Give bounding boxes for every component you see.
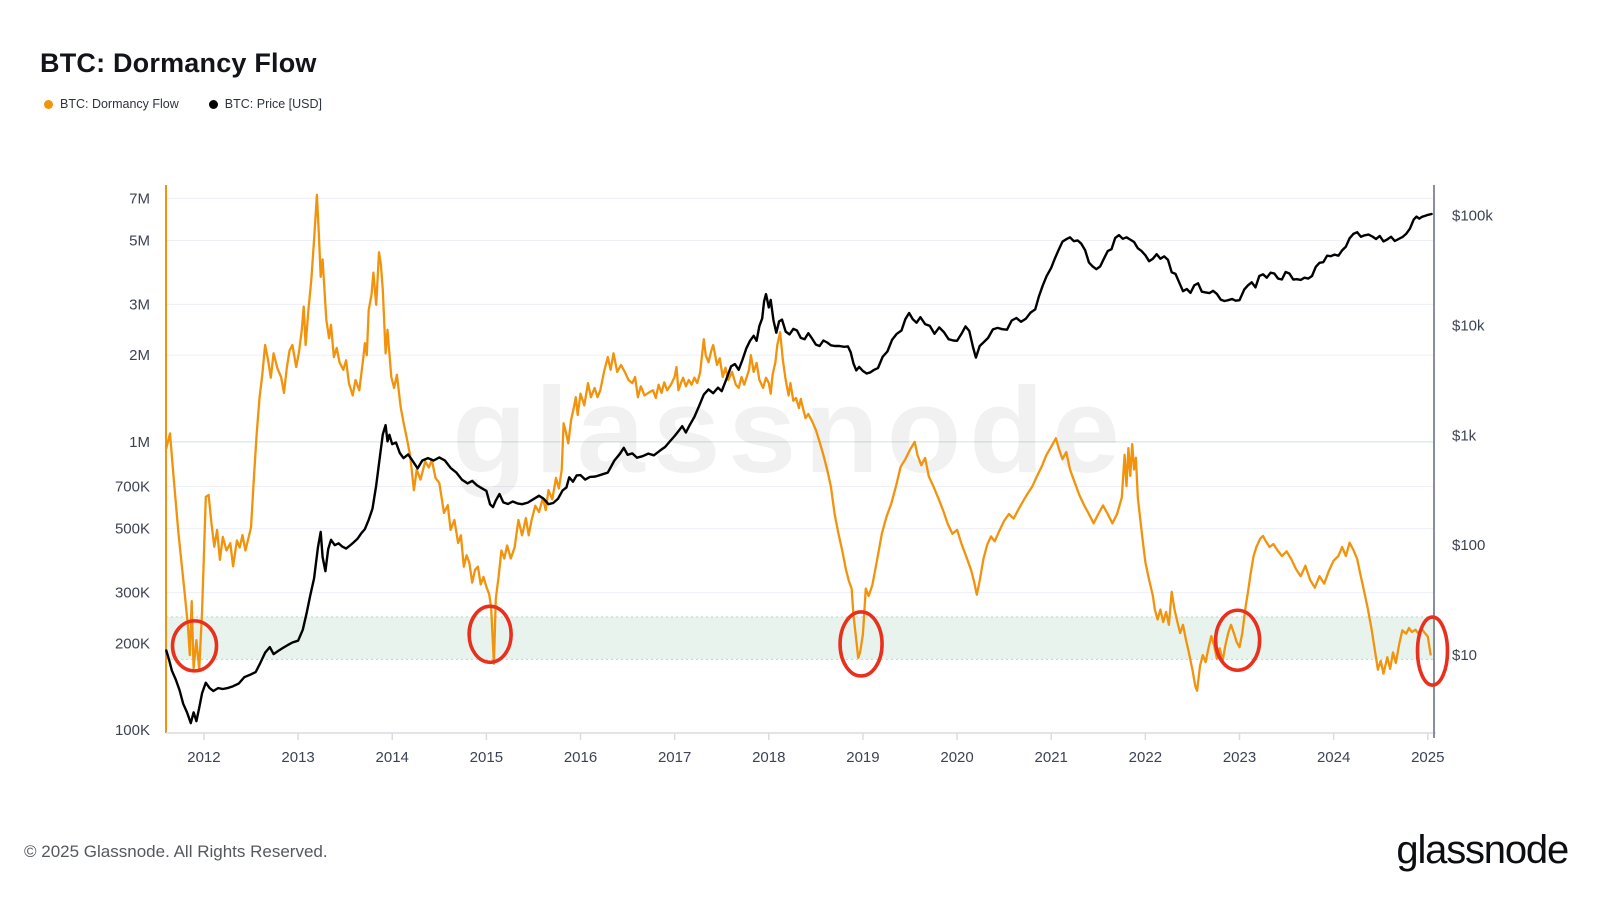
y-left-label-1m: 1M <box>129 434 150 451</box>
page-title: BTC: Dormancy Flow <box>40 48 317 79</box>
y-right-label-100: $100 <box>1452 537 1485 554</box>
y-left-label-5m: 5M <box>129 232 150 249</box>
low-annotation-circle-4 <box>1213 608 1262 673</box>
x-label-2021: 2021 <box>1035 749 1068 766</box>
x-label-2019: 2019 <box>846 749 879 766</box>
x-label-2016: 2016 <box>564 749 597 766</box>
price-line <box>165 212 1433 725</box>
low-annotation-circle-1 <box>170 619 219 673</box>
x-axis-ticks <box>203 733 1429 740</box>
glassnode-logo: glassnode <box>1396 828 1569 872</box>
x-label-2018: 2018 <box>752 749 785 766</box>
y-left-label-300k: 300K <box>115 585 150 602</box>
legend-color-dot <box>208 99 218 109</box>
low-annotations <box>170 604 1450 687</box>
y-axis-left-labels: 7M 5M 3M 2M 1M 700K 500K 300K 200K 100K <box>115 190 150 739</box>
y-left-label-500k: 500K <box>115 521 150 538</box>
legend-color-dot <box>44 99 53 109</box>
x-label-2025: 2025 <box>1411 749 1444 766</box>
x-label-2012: 2012 <box>187 749 220 766</box>
y-right-label-10k: $10k <box>1452 317 1485 334</box>
y-right-label-10: $10 <box>1452 647 1477 664</box>
x-label-2023: 2023 <box>1223 749 1256 766</box>
x-label-2017: 2017 <box>658 749 691 766</box>
y-right-label-100k: $100k <box>1452 208 1493 225</box>
dormancy-flow-line <box>165 193 1432 692</box>
low-annotation-circle-3 <box>838 610 884 678</box>
low-annotation-circle-2 <box>467 604 513 665</box>
y-right-label-1k: $1k <box>1452 427 1477 444</box>
legend-item-btc-price-usd[interactable]: BTC: Price [USD] <box>208 97 323 111</box>
legend-item-label: BTC: Price [USD] <box>224 97 323 111</box>
highlight-band <box>166 616 1434 660</box>
x-label-2014: 2014 <box>376 749 409 766</box>
x-label-2024: 2024 <box>1317 749 1350 766</box>
series-group <box>165 193 1433 725</box>
legend-item-label: BTC: Dormancy Flow <box>60 97 179 111</box>
x-label-2013: 2013 <box>281 749 314 766</box>
x-label-2015: 2015 <box>470 749 503 766</box>
copyright-text: © 2025 Glassnode. All Rights Reserved. <box>24 842 328 861</box>
y-left-label-100k: 100K <box>115 722 150 739</box>
y-left-label-700k: 700K <box>115 479 150 496</box>
x-axis-labels: 2012 2013 2014 2015 2016 2017 2018 2019 2020 2021… <box>187 749 1444 766</box>
y-left-label-7m: 7M <box>129 190 150 207</box>
x-label-2020: 2020 <box>940 749 973 766</box>
legend-item-btc-dormancy-flow[interactable]: BTC: Dormancy Flow <box>44 97 179 111</box>
chart-legend: BTC: Dormancy Flow BTC: Price [USD] <box>44 97 322 111</box>
y-left-label-3m: 3M <box>129 296 150 313</box>
y-left-label-2m: 2M <box>129 347 150 364</box>
y-axis-right-labels: $100k $10k $1k $100 $10 <box>1452 208 1493 664</box>
x-label-2022: 2022 <box>1129 749 1162 766</box>
low-annotation-circle-5 <box>1415 615 1450 687</box>
y-left-label-200k: 200K <box>115 635 150 652</box>
